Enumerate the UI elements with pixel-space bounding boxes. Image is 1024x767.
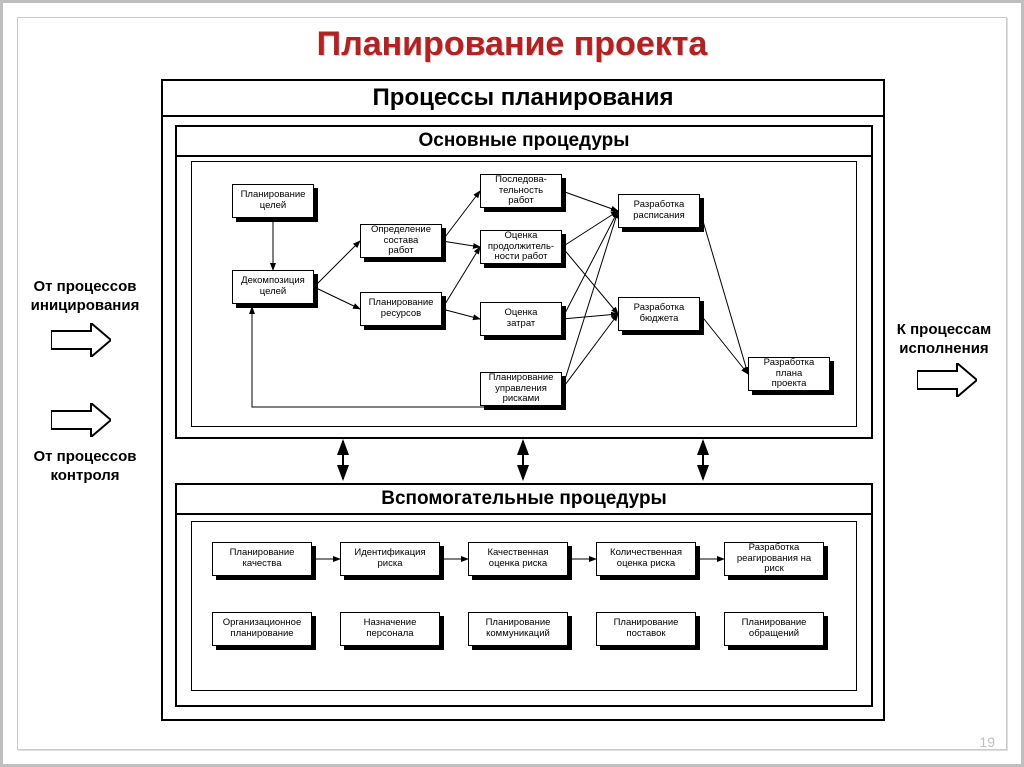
main-node-n10: Разработка бюджета (618, 297, 700, 331)
main-node-label-n10: Разработка бюджета (618, 297, 700, 331)
main-node-n2: Декомпозиция целей (232, 270, 314, 304)
outer-box: Процессы планирования Основные процедуры… (161, 79, 885, 721)
aux-node-bottom-1: Назначение персонала (340, 612, 440, 646)
main-nodes-layer: Планирование целей Декомпозиция целей Опре… (192, 162, 856, 426)
aux-node-bottom-0: Организационное планирование (212, 612, 312, 646)
aux-node-bottom-4: Планирование обращений (724, 612, 824, 646)
aux-node-label-top-2: Качественная оценка риска (468, 542, 568, 576)
main-node-n1: Планирование целей (232, 184, 314, 218)
arrow-from-init (51, 323, 111, 357)
main-node-label-n2: Декомпозиция целей (232, 270, 314, 304)
main-node-label-n9: Разработка расписания (618, 194, 700, 228)
aux-node-label-bottom-4: Планирование обращений (724, 612, 824, 646)
main-node-n5: Последова- тельность работ (480, 174, 562, 208)
main-node-n6: Оценка продолжитель- ности работ (480, 230, 562, 264)
aux-nodes-layer: Планирование качества Идентификация риска… (192, 522, 856, 690)
label-from-control: От процессов контроля (25, 448, 145, 486)
outer-box-title: Процессы планирования (163, 81, 883, 117)
aux-node-top-2: Качественная оценка риска (468, 542, 568, 576)
main-node-n4: Планирование ресурсов (360, 292, 442, 326)
page-number: 19 (979, 734, 995, 750)
main-node-label-n1: Планирование целей (232, 184, 314, 218)
aux-node-top-1: Идентификация риска (340, 542, 440, 576)
aux-node-bottom-2: Планирование коммуникаций (468, 612, 568, 646)
arrow-to-exec (917, 363, 977, 397)
main-node-label-n7: Оценка затрат (480, 302, 562, 336)
slide: Планирование проекта 19 От процессов ини… (0, 0, 1024, 767)
main-node-label-n8: Планирование управления рисками (480, 372, 562, 406)
main-node-n3: Определение состава работ (360, 224, 442, 258)
aux-node-label-top-1: Идентификация риска (340, 542, 440, 576)
main-box-title: Основные процедуры (177, 127, 871, 157)
aux-node-label-top-0: Планирование качества (212, 542, 312, 576)
main-inner-frame: Планирование целей Декомпозиция целей Опре… (191, 161, 857, 427)
slide-title: Планирование проекта (3, 25, 1021, 64)
aux-node-label-top-4: Разработка реагирования на риск (724, 542, 824, 576)
aux-node-top-3: Количественная оценка риска (596, 542, 696, 576)
arrow-from-control (51, 403, 111, 437)
aux-box-title: Вспомогательные процедуры (177, 485, 871, 515)
main-node-label-n3: Определение состава работ (360, 224, 442, 258)
label-from-init: От процессов иницирования (25, 278, 145, 316)
aux-node-top-4: Разработка реагирования на риск (724, 542, 824, 576)
main-node-label-n6: Оценка продолжитель- ности работ (480, 230, 562, 264)
aux-node-label-bottom-0: Организационное планирование (212, 612, 312, 646)
main-node-label-n5: Последова- тельность работ (480, 174, 562, 208)
main-node-n7: Оценка затрат (480, 302, 562, 336)
main-node-n9: Разработка расписания (618, 194, 700, 228)
main-node-label-n4: Планирование ресурсов (360, 292, 442, 326)
aux-box: Вспомогательные процедуры Планирование к… (175, 483, 873, 707)
aux-node-label-bottom-1: Назначение персонала (340, 612, 440, 646)
main-node-n8: Планирование управления рисками (480, 372, 562, 406)
main-node-n11: Разработка плана проекта (748, 357, 830, 391)
aux-node-label-bottom-3: Планирование поставок (596, 612, 696, 646)
aux-inner-frame: Планирование качества Идентификация риска… (191, 521, 857, 691)
mid-connectors (163, 437, 883, 485)
aux-node-bottom-3: Планирование поставок (596, 612, 696, 646)
main-node-label-n11: Разработка плана проекта (748, 357, 830, 391)
label-to-exec: К процессам исполнения (889, 321, 999, 359)
aux-node-top-0: Планирование качества (212, 542, 312, 576)
aux-node-label-top-3: Количественная оценка риска (596, 542, 696, 576)
main-box: Основные процедуры Планирование целей Дек… (175, 125, 873, 439)
aux-node-label-bottom-2: Планирование коммуникаций (468, 612, 568, 646)
